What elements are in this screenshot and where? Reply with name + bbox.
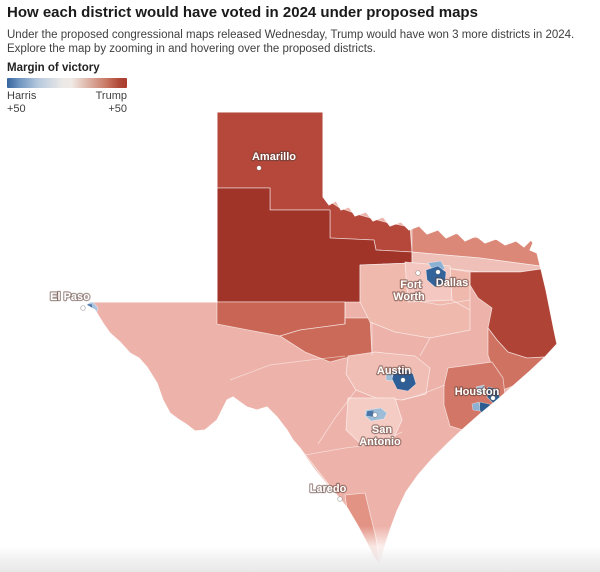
city-marker-san-antonio: San Antonio [358,412,402,449]
legend-title: Margin of victory [7,62,100,74]
district-boundary-2 [304,431,403,456]
harris-name: Harris [7,90,37,102]
district-region-houston-light-west[interactable] [471,401,481,412]
city-dot [435,269,441,275]
margin-legend: Margin of victory Harris +50 Trump +50 [7,62,137,116]
city-dot [80,305,86,311]
graphic-header: How each district would have voted in 20… [7,4,595,57]
city-label: Laredo [310,483,347,495]
city-dot [372,412,378,418]
city-label: Amarillo [252,151,296,163]
city-marker-laredo: Laredo [308,482,348,502]
districts-layer[interactable] [84,112,557,564]
district-region-san-antonio-metro[interactable] [345,397,403,446]
district-region-dallas-dark[interactable] [425,265,447,288]
city-marker-dallas: Dallas [435,269,469,290]
page-subtitle: Under the proposed congressional maps re… [7,28,575,56]
trump-name: Trump [95,90,127,102]
city-dot [490,395,496,401]
city-dot [256,165,262,171]
city-marker-el-paso: El Paso [49,290,91,311]
city-label: San Antonio [359,424,401,448]
district-region-houston-light-north[interactable] [475,384,487,396]
legend-harris-label: Harris +50 [7,90,36,116]
legend-trump-label: Trump +50 [96,90,127,116]
district-boundary-4 [411,299,471,306]
district-region-hill-country-north[interactable] [279,317,373,363]
harris-value: +50 [7,103,26,116]
district-boundary-0 [229,355,346,381]
city-dot [415,270,421,276]
district-region-houston-dark-south[interactable] [478,401,497,419]
city-label: Austin [377,365,412,377]
legend-gradient-bar [7,78,127,88]
city-dot [400,377,406,383]
city-marker-houston: Houston [453,385,501,401]
city-marker-amarillo: Amarillo [251,150,297,171]
page-title: How each district would have voted in 20… [7,4,478,21]
district-boundary-3 [317,389,357,445]
city-marker-fort-worth: Fort Worth [392,270,426,304]
city-dot [337,496,343,502]
district-region-san-antonio-dark[interactable] [365,409,375,418]
district-boundary-8 [401,384,446,401]
city-label: El Paso [50,291,90,303]
trump-value: +50 [108,103,127,116]
state-outline [85,111,558,565]
city-label: Houston [455,386,500,398]
city-label: Fort Worth [393,279,425,303]
district-boundary-7 [451,299,471,311]
district-region-austin-light[interactable] [385,371,394,382]
city-label: Dallas [436,277,468,289]
legend-labels: Harris +50 Trump +50 [7,90,127,116]
city-marker-austin: Austin [376,364,413,383]
district-boundary-5 [419,337,431,357]
